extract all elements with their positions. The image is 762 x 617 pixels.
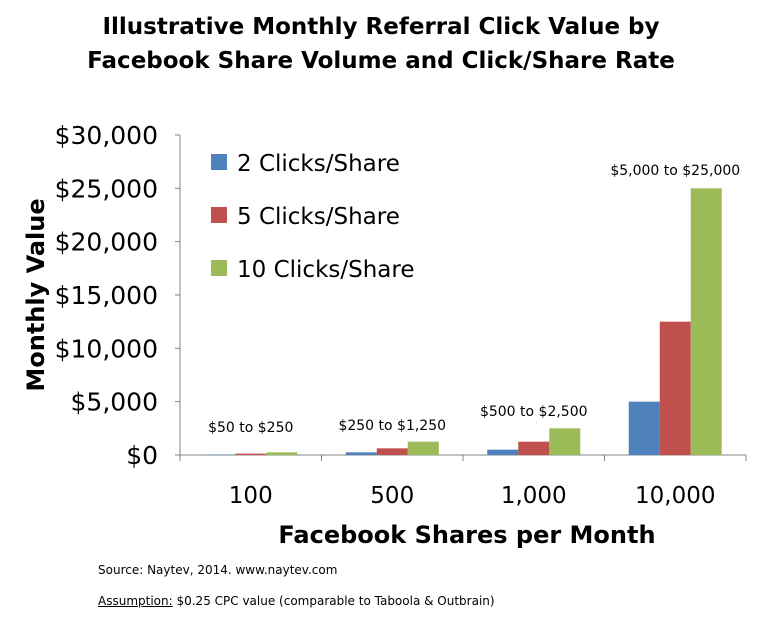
x-tick-label: 10,000 (635, 483, 715, 509)
legend-label: 2 Clicks/Share (237, 151, 400, 177)
bar (628, 401, 660, 455)
x-tick-label: 1,000 (501, 483, 567, 509)
bar (659, 321, 691, 455)
assumption-note: Assumption: $0.25 CPC value (comparable … (98, 594, 495, 608)
y-tick-label: $20,000 (55, 228, 158, 257)
y-tick-label: $30,000 (55, 121, 158, 150)
y-tick-label: $0 (126, 441, 158, 470)
chart-title: Illustrative Monthly Referral Click Valu… (0, 10, 762, 78)
legend-swatch (211, 207, 227, 223)
legend-swatch (211, 260, 227, 276)
bar (407, 441, 439, 455)
y-axis-title: Monthly Value (22, 198, 50, 391)
assumption-text: $0.25 CPC value (comparable to Taboola &… (172, 594, 495, 608)
range-annotation: $5,000 to $25,000 (610, 163, 740, 179)
bar (345, 452, 377, 455)
range-annotation: $250 to $1,250 (338, 418, 446, 434)
x-tick-label: 500 (370, 483, 414, 509)
range-annotation: $50 to $250 (208, 420, 293, 436)
bar (376, 448, 408, 455)
range-annotation: $500 to $2,500 (480, 404, 588, 420)
legend-label: 5 Clicks/Share (237, 204, 400, 230)
y-tick-label: $10,000 (55, 334, 158, 363)
y-tick-label: $15,000 (55, 281, 158, 310)
legend-swatch (211, 154, 227, 170)
bar (690, 188, 722, 456)
bar (266, 452, 298, 455)
bar (549, 428, 581, 455)
chart-title-line-2: Facebook Share Volume and Click/Share Ra… (87, 48, 675, 74)
x-tick-label: 100 (229, 483, 273, 509)
chart-title-line-1: Illustrative Monthly Referral Click Valu… (102, 14, 660, 40)
y-tick-label: $25,000 (55, 174, 158, 203)
x-axis-title: Facebook Shares per Month (278, 521, 655, 549)
source-note: Source: Naytev, 2014. www.naytev.com (98, 563, 338, 577)
bar (487, 449, 519, 455)
bar (235, 453, 267, 455)
assumption-label: Assumption: (98, 594, 173, 608)
legend-label: 10 Clicks/Share (237, 257, 415, 283)
y-tick-label: $5,000 (71, 388, 158, 417)
bar (204, 454, 236, 455)
bar (518, 441, 550, 455)
